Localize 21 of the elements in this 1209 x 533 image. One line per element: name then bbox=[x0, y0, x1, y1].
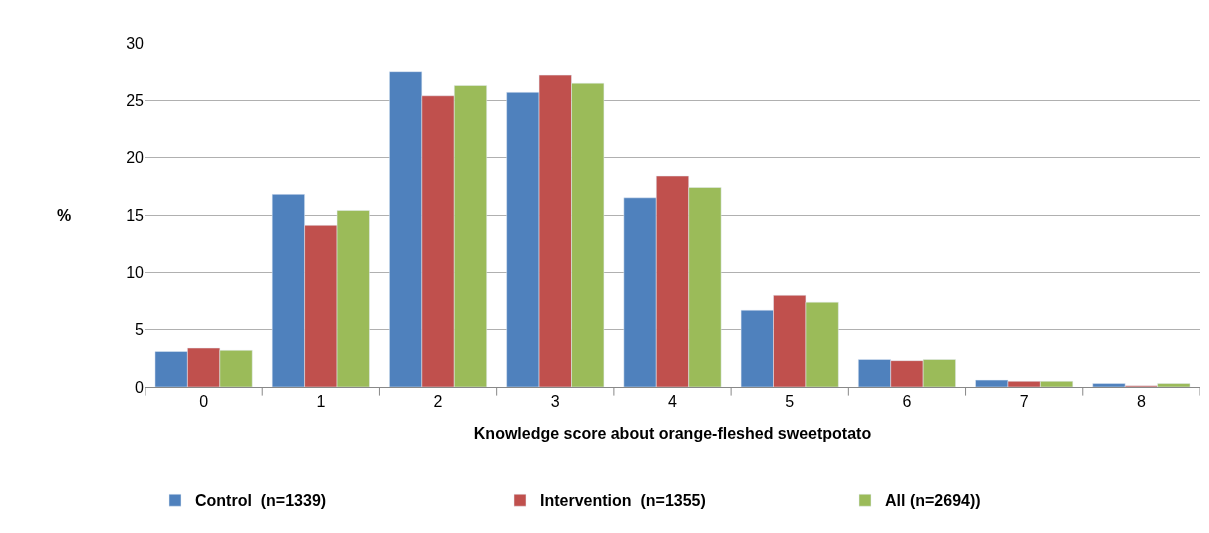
y-tick-label: 10 bbox=[126, 263, 145, 281]
x-tick-label: 6 bbox=[902, 393, 912, 411]
y-tick-label: 25 bbox=[126, 91, 145, 109]
legend-label: Intervention (n=1355) bbox=[540, 492, 706, 510]
x-tick-label: 1 bbox=[316, 393, 326, 411]
y-axis-title: % bbox=[57, 207, 72, 224]
y-tick-label: 20 bbox=[126, 149, 145, 167]
x-tick-label: 4 bbox=[668, 393, 678, 411]
x-tick-label: 2 bbox=[433, 393, 443, 411]
y-tick-label: 5 bbox=[135, 321, 145, 339]
x-tick-label: 0 bbox=[199, 393, 209, 411]
x-tick-label: 7 bbox=[1019, 393, 1029, 411]
x-tick-label: 3 bbox=[550, 393, 560, 411]
y-tick-label: 30 bbox=[126, 34, 145, 52]
y-tick-label: 15 bbox=[126, 206, 145, 224]
x-tick-label: 8 bbox=[1136, 393, 1146, 411]
x-axis-title: Knowledge score about orange-fleshed sweetpotato bbox=[473, 424, 872, 442]
x-tick-label: 5 bbox=[785, 393, 795, 411]
y-tick-label: 0 bbox=[135, 378, 145, 396]
legend-label: All (n=2694)) bbox=[885, 492, 981, 510]
legend-label: Control (n=1339) bbox=[195, 492, 327, 510]
